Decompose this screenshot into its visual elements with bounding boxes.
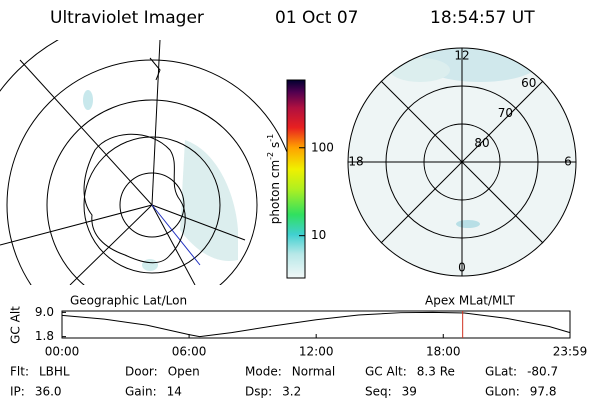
- info-label: GC Alt:: [365, 365, 407, 379]
- date: 01 Oct 07: [275, 8, 358, 28]
- title: Ultraviolet Imager: [50, 8, 204, 28]
- geo-map: [0, 40, 289, 285]
- x-tick-label: 06:00: [172, 345, 207, 359]
- unit-exp: -2: [266, 152, 275, 160]
- mag-plot: 80 70 60 0 6 12 18: [347, 47, 577, 277]
- info-value: LBHL: [39, 365, 70, 379]
- x-tick-label: 00:00: [45, 345, 80, 359]
- x-tick-label: 23:59: [553, 345, 588, 359]
- unit: photon cm: [268, 160, 282, 224]
- mag-label: Apex MLat/MLT: [425, 294, 515, 308]
- colorbar-tick-label: 10: [311, 228, 326, 242]
- mlt-label: 12: [454, 49, 469, 63]
- unit-exp: -1: [266, 134, 275, 142]
- time: 18:54:57 UT: [430, 8, 535, 28]
- x-tick-label: 18:00: [426, 345, 461, 359]
- colorbar-label: photon cm-2 s-1: [266, 134, 282, 224]
- info-value: -80.7: [527, 365, 558, 379]
- info-value: 97.8: [530, 385, 557, 399]
- colorbar: [286, 79, 306, 279]
- info-value: 36.0: [35, 385, 62, 399]
- info-label: GLat:: [485, 365, 517, 379]
- info-label: IP:: [10, 385, 25, 399]
- lat-label: 60: [521, 76, 536, 90]
- info-label: Door:: [125, 365, 158, 379]
- lat-ring: [385, 85, 539, 239]
- info-value: 14: [167, 385, 182, 399]
- lat-label: 70: [498, 106, 513, 120]
- y-label: GC Alt: [9, 306, 23, 344]
- alt-line: [61, 311, 571, 338]
- colorbar-tick-label: 100: [311, 140, 334, 154]
- lat-ring: [347, 47, 577, 277]
- info-value: Open: [168, 365, 200, 379]
- x-tick-label: 12:00: [299, 345, 334, 359]
- mlt-label: 0: [458, 261, 466, 275]
- info-value: Normal: [292, 365, 335, 379]
- lat-label: 80: [474, 136, 489, 150]
- info-label: GLon:: [485, 385, 520, 399]
- info: Flt: LBHL Door: Open Mode: Normal GC Alt: 8.3 R…: [10, 365, 558, 399]
- info-value: 8.3 Re: [417, 365, 455, 379]
- info-label: Mode:: [245, 365, 282, 379]
- lat-ring: [423, 123, 501, 201]
- info-label: Dsp:: [245, 385, 272, 399]
- y-tick-label: 9.0: [35, 305, 54, 319]
- info-label: Gain:: [125, 385, 157, 399]
- unit: s: [268, 142, 282, 152]
- y-tick-label: 1.8: [35, 329, 54, 343]
- geo-label: Geographic Lat/Lon: [70, 294, 187, 308]
- alt-frame: [61, 310, 571, 339]
- info-label: Seq:: [365, 385, 392, 399]
- mlt-label: 18: [348, 155, 363, 169]
- info-label: Flt:: [10, 365, 29, 379]
- mlt-label: 6: [564, 155, 572, 169]
- info-value: 39: [402, 385, 417, 399]
- info-value: 3.2: [282, 385, 301, 399]
